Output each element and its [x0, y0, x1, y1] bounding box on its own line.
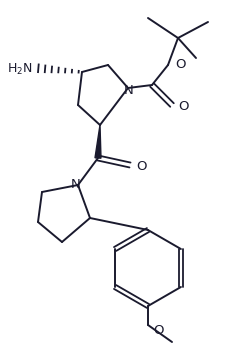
Text: H$_2$N: H$_2$N: [7, 61, 33, 77]
Text: O: O: [153, 323, 163, 336]
Text: N: N: [71, 179, 81, 191]
Text: O: O: [136, 160, 147, 173]
Text: O: O: [178, 100, 188, 113]
Polygon shape: [95, 125, 101, 158]
Text: N: N: [124, 84, 134, 96]
Text: O: O: [175, 58, 186, 71]
